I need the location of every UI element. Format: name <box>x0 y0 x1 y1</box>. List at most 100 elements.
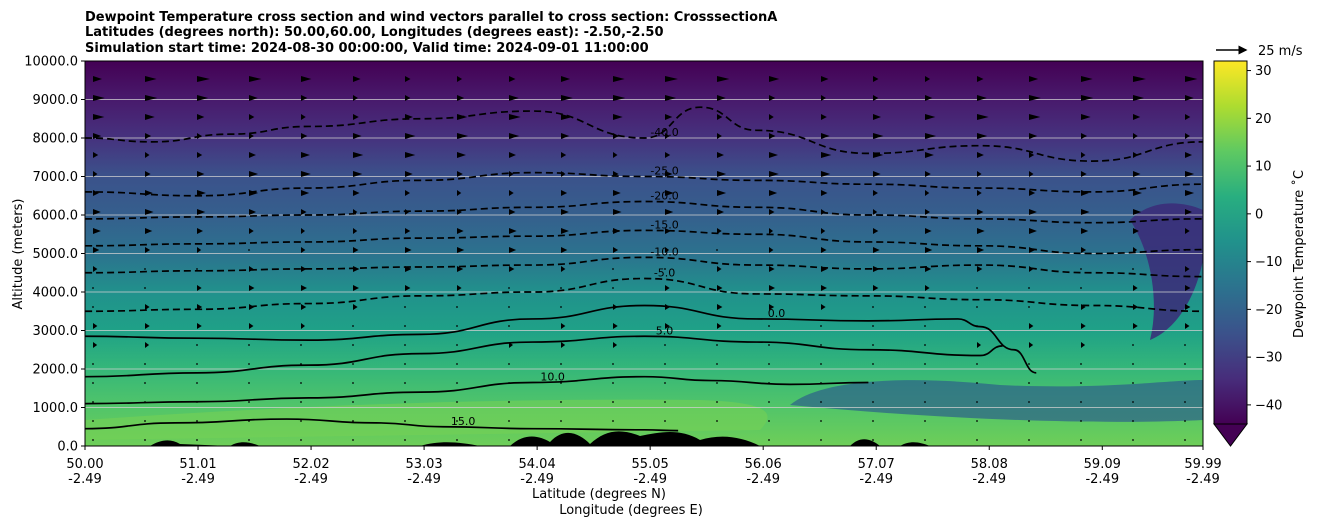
wind-vector <box>248 382 250 384</box>
wind-vector <box>925 76 931 82</box>
wind-vector <box>1132 382 1134 384</box>
wind-vector <box>925 209 930 215</box>
wind-vector <box>821 247 827 253</box>
wind-vector <box>1028 401 1030 403</box>
x-tick-label-lon: -2.49 <box>294 472 328 487</box>
wind-vector <box>872 382 874 384</box>
wind-vector <box>1028 439 1030 441</box>
wind-vector <box>249 171 259 177</box>
wind-vector <box>1080 401 1082 403</box>
wind-vector <box>664 363 666 365</box>
y-axis-label: Altitude (meters) <box>11 199 26 310</box>
wind-vector <box>301 228 306 234</box>
wind-vector <box>873 247 880 253</box>
x-tick-label-lon: -2.49 <box>746 472 780 487</box>
wind-vector <box>925 285 930 291</box>
wind-vector <box>352 401 354 403</box>
wind-vector <box>197 285 202 291</box>
wind-vector <box>92 439 94 441</box>
wind-vector <box>1081 76 1093 82</box>
wind-vector <box>977 76 984 82</box>
wind-vector <box>404 401 406 403</box>
wind-vector <box>405 133 416 139</box>
wind-vector <box>977 247 985 253</box>
wind-vector <box>769 247 774 253</box>
wind-vector <box>872 420 874 422</box>
wind-vector <box>820 420 822 422</box>
wind-vector <box>300 420 302 422</box>
x-tick-label-lat: 59.09 <box>1084 457 1121 472</box>
wind-vector <box>769 266 775 272</box>
wind-vector <box>924 325 926 327</box>
wind-vector <box>873 133 884 139</box>
wind-vector <box>664 268 666 270</box>
wind-vector <box>821 285 827 291</box>
wind-vector <box>1028 306 1030 308</box>
wind-vector <box>1132 268 1134 270</box>
wind-vector <box>821 171 831 177</box>
wind-vector <box>249 228 254 234</box>
wind-vector <box>977 152 984 158</box>
wind-vector <box>1185 190 1195 196</box>
wind-vector <box>144 287 146 289</box>
wind-vector <box>93 76 102 82</box>
wind-vector <box>976 401 978 403</box>
wind-vector <box>769 76 780 82</box>
wind-vector <box>352 325 354 327</box>
wind-vector <box>93 228 101 234</box>
wind-vector <box>508 439 510 441</box>
wind-vector <box>821 190 828 196</box>
wind-vector <box>1132 401 1134 403</box>
wind-vector <box>249 114 255 120</box>
wind-vector <box>717 190 727 196</box>
wind-vector <box>457 266 464 272</box>
wind-vector <box>1081 95 1094 101</box>
wind-vector <box>1080 363 1082 365</box>
wind-vector <box>456 306 458 308</box>
y-tick-label: 10000.0 <box>24 55 78 70</box>
wind-vector <box>1133 209 1142 215</box>
wind-vector <box>665 285 670 291</box>
wind-vector <box>300 344 302 346</box>
wind-vector <box>820 363 822 365</box>
wind-vector <box>1133 171 1141 177</box>
wind-vector <box>1081 152 1086 158</box>
wind-vector <box>405 76 411 82</box>
wind-vector <box>925 247 933 253</box>
wind-vector <box>769 285 775 291</box>
wind-vector <box>820 344 822 346</box>
wind-vector <box>456 420 458 422</box>
wind-vector <box>249 323 254 329</box>
wind-vector <box>1185 95 1194 101</box>
wind-vector <box>145 228 153 234</box>
wind-vector <box>1029 209 1037 215</box>
y-tick-label: 9000.0 <box>33 93 79 108</box>
wind-vector <box>717 114 723 120</box>
y-tick-label: 4000.0 <box>33 286 79 301</box>
wind-key: 25 m/s <box>1216 44 1303 59</box>
wind-vector <box>925 114 936 120</box>
wind-vector <box>924 420 926 422</box>
wind-vector <box>977 171 982 177</box>
wind-vector <box>145 304 150 310</box>
wind-vector <box>612 401 614 403</box>
wind-vector <box>1132 363 1134 365</box>
wind-vector <box>353 133 362 139</box>
wind-vector <box>1081 133 1088 139</box>
wind-vector <box>717 323 722 329</box>
wind-vector <box>353 304 358 310</box>
wind-vector <box>1028 420 1030 422</box>
wind-vector <box>457 76 463 82</box>
wind-vector <box>1132 439 1134 441</box>
wind-vector <box>197 209 206 215</box>
wind-vector <box>716 249 718 251</box>
wind-vector <box>977 266 983 272</box>
wind-vector <box>144 363 146 365</box>
wind-vector <box>769 152 779 158</box>
wind-vector <box>976 420 978 422</box>
wind-vector <box>925 228 932 234</box>
wind-vector <box>873 228 879 234</box>
wind-vector <box>457 285 462 291</box>
wind-vector <box>1029 152 1035 158</box>
